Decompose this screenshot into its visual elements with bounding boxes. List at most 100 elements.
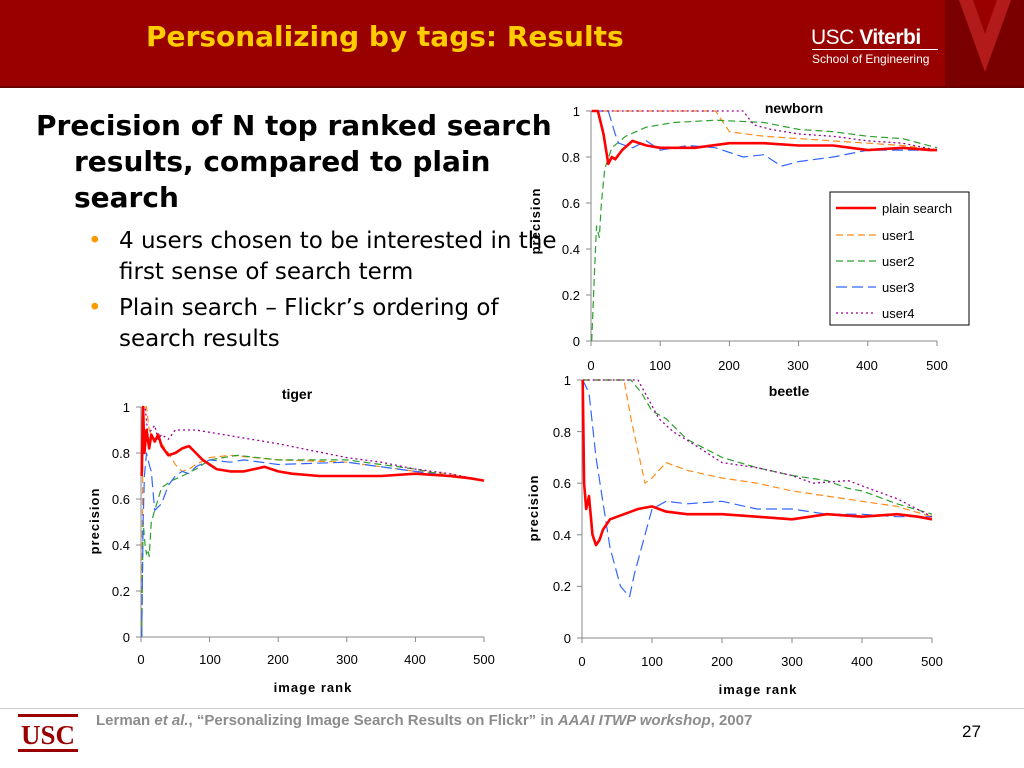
citation-venue: AAAI ITWP workshop bbox=[557, 712, 711, 729]
y-tick-label: 0.4 bbox=[553, 528, 571, 543]
y-tick-label: 0.8 bbox=[553, 425, 571, 440]
y-tick-label: 0.4 bbox=[112, 538, 130, 553]
main-bullet: Precision of N top ranked search results… bbox=[36, 109, 552, 214]
y-axis-label: precision bbox=[87, 488, 102, 555]
citation-author: Lerman bbox=[96, 712, 155, 729]
sub-bullet-2: • Plain search – Flickr’s ordering of sea… bbox=[88, 293, 559, 355]
y-tick-label: 0.6 bbox=[562, 196, 580, 211]
citation-year: , 2007 bbox=[710, 712, 753, 729]
y-tick-label: 0 bbox=[123, 630, 130, 645]
sub-bullet-2-text: Plain search – Flickr’s ordering of sear… bbox=[119, 295, 499, 352]
y-tick-labels: 0 0.2 0.4 0.6 0.8 1 bbox=[553, 373, 571, 646]
chart-title: tiger bbox=[282, 386, 313, 402]
x-tick-label: 400 bbox=[856, 358, 878, 373]
chart-title: newborn bbox=[765, 100, 823, 116]
legend-label: user2 bbox=[882, 254, 915, 269]
series-line-plain-search bbox=[140, 405, 485, 482]
citation-mid: , “Personalizing Image Search Results on… bbox=[188, 712, 558, 729]
y-tick-label: 1 bbox=[564, 373, 571, 388]
series-line-user1 bbox=[141, 406, 485, 638]
series-line-user4 bbox=[591, 110, 938, 151]
tiger-chart: tiger precision image rank 0 100 200 300… bbox=[87, 386, 495, 695]
citation: Lerman et al., “Personalizing Image Sear… bbox=[96, 712, 752, 729]
series-line-user2 bbox=[141, 454, 485, 638]
bullet-dot-icon: • bbox=[88, 295, 102, 321]
x-tick-label: 400 bbox=[851, 654, 873, 669]
y-tick-label: 1 bbox=[573, 104, 580, 119]
viterbi-v-icon bbox=[945, 0, 1024, 86]
y-tick-label: 0.6 bbox=[112, 492, 130, 507]
x-tick-label: 300 bbox=[781, 654, 803, 669]
series-line-user3 bbox=[141, 452, 485, 638]
logo-usc-text: USC bbox=[811, 26, 854, 49]
y-tick-labels: 0 0.2 0.4 0.6 0.8 1 bbox=[112, 400, 130, 645]
x-tick-labels: 0 100 200 300 400 500 bbox=[578, 654, 942, 669]
x-tick-label: 400 bbox=[404, 652, 426, 667]
logo-divider bbox=[812, 49, 938, 50]
legend-label: user3 bbox=[882, 280, 915, 295]
slide-title: Personalizing by tags: Results bbox=[146, 20, 624, 53]
y-tick-label: 0.2 bbox=[562, 288, 580, 303]
x-tick-label: 500 bbox=[921, 654, 943, 669]
usc-logo-text: USC bbox=[21, 720, 75, 750]
x-tick-label: 200 bbox=[718, 358, 740, 373]
sub-bullet-1: • 4 users chosen to be interested in the … bbox=[88, 226, 559, 288]
sub-bullet-1-text: 4 users chosen to be interested in the f… bbox=[119, 228, 557, 285]
series-line-plain-search bbox=[591, 109, 937, 166]
series-line-user1 bbox=[582, 379, 933, 518]
x-tick-label: 300 bbox=[787, 358, 809, 373]
page-number: 27 bbox=[962, 722, 981, 741]
bullet-dot-icon: • bbox=[88, 228, 102, 254]
chart-legend: plain search user1 user2 user3 user4 bbox=[829, 191, 970, 326]
y-tick-label: 0.2 bbox=[112, 584, 130, 599]
footer-divider bbox=[0, 708, 1024, 709]
header-divider bbox=[0, 86, 1024, 88]
legend-label: user4 bbox=[882, 306, 915, 321]
x-tick-label: 100 bbox=[641, 654, 663, 669]
series-line-user3 bbox=[582, 379, 932, 598]
series-line-user2 bbox=[591, 119, 938, 342]
y-axis-label: precision bbox=[528, 188, 543, 255]
citation-etal: et al. bbox=[154, 712, 189, 729]
usc-logo-icon: USC bbox=[18, 714, 78, 752]
x-tick-label: 300 bbox=[336, 652, 358, 667]
x-axis-label: image rank bbox=[274, 680, 353, 695]
slide-header: Personalizing by tags: Results USC Viter… bbox=[0, 0, 1024, 86]
x-tick-labels: 0 100 200 300 400 500 bbox=[587, 358, 947, 373]
y-tick-label: 1 bbox=[123, 400, 130, 415]
x-tick-label: 0 bbox=[587, 358, 594, 373]
series-line-user4 bbox=[141, 406, 485, 482]
x-tick-label: 500 bbox=[473, 652, 495, 667]
x-tick-label: 200 bbox=[267, 652, 289, 667]
legend-label: user1 bbox=[882, 228, 915, 243]
y-tick-label: 0.8 bbox=[562, 150, 580, 165]
series-line-user4 bbox=[582, 379, 933, 518]
x-tick-label: 500 bbox=[926, 358, 948, 373]
y-tick-label: 0.2 bbox=[553, 579, 571, 594]
x-tick-label: 200 bbox=[711, 654, 733, 669]
y-tick-label: 0.4 bbox=[562, 242, 580, 257]
x-tick-label: 100 bbox=[649, 358, 671, 373]
series-line-user1 bbox=[591, 110, 938, 151]
beetle-chart: beetle precision image rank 0 100 200 30… bbox=[526, 373, 943, 697]
series-line-user2 bbox=[582, 379, 933, 515]
x-tick-label: 100 bbox=[199, 652, 221, 667]
y-axis-label: precision bbox=[526, 475, 541, 542]
logo-viterbi-text: Viterbi bbox=[859, 26, 921, 49]
x-tick-labels: 0 100 200 300 400 500 bbox=[137, 652, 494, 667]
usc-viterbi-logo: USC Viterbi bbox=[811, 26, 921, 50]
logo-school-text: School of Engineering bbox=[812, 52, 930, 66]
newborn-chart: newborn precision 0 100 200 300 400 500 … bbox=[528, 100, 970, 373]
y-tick-label: 0.8 bbox=[112, 446, 130, 461]
series-line-plain-search bbox=[581, 379, 933, 547]
y-tick-label: 0.6 bbox=[553, 476, 571, 491]
legend-label: plain search bbox=[882, 201, 952, 216]
y-tick-label: 0 bbox=[573, 334, 580, 349]
x-tick-label: 0 bbox=[137, 652, 144, 667]
legend-box bbox=[829, 191, 970, 326]
x-axis-label: image rank bbox=[719, 682, 798, 697]
y-tick-label: 0 bbox=[564, 631, 571, 646]
x-tick-label: 0 bbox=[578, 654, 585, 669]
y-tick-labels: 0 0.2 0.4 0.6 0.8 1 bbox=[562, 104, 580, 349]
series-line-user3 bbox=[591, 110, 937, 167]
